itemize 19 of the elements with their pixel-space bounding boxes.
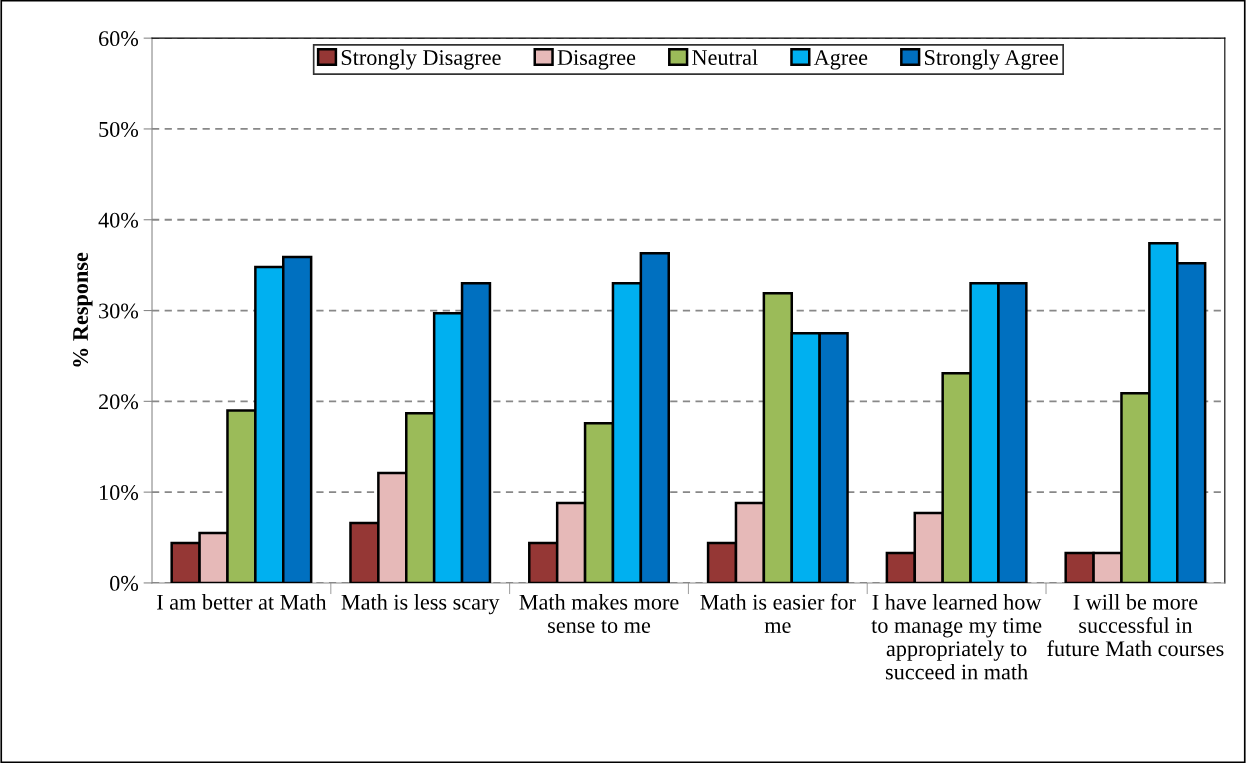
x-tick-label: Math makes more sense to me bbox=[519, 594, 679, 633]
x-tick-label: Math is less scary bbox=[341, 594, 500, 615]
x-tick-label: I am better at Math bbox=[157, 594, 327, 610]
legend-label: Agree bbox=[813, 50, 868, 70]
legend-label: Strongly Agree bbox=[925, 49, 1058, 70]
x-tick-label: Math is easier for me bbox=[700, 593, 856, 633]
y-tick-label: 0% bbox=[110, 575, 139, 591]
x-tick-label: I have learned how to manage my time appropriately to succeed in math bbox=[871, 594, 1042, 680]
y-tick-label: 10% bbox=[100, 485, 139, 501]
legend-label: Strongly Disagree bbox=[341, 49, 501, 70]
legend-label: Disagree bbox=[557, 50, 636, 70]
legend-label: Neutral bbox=[692, 49, 758, 66]
y-tick-label: 60% bbox=[99, 31, 139, 47]
y-tick-label: 50% bbox=[99, 121, 139, 137]
y-axis-title: % Response bbox=[73, 252, 93, 367]
y-tick-label: 20% bbox=[99, 394, 139, 410]
y-tick-label: 40% bbox=[98, 212, 139, 228]
x-tick-label: I will be more successful in future Math courses bbox=[1047, 594, 1224, 657]
y-tick-label: 30% bbox=[99, 303, 139, 319]
